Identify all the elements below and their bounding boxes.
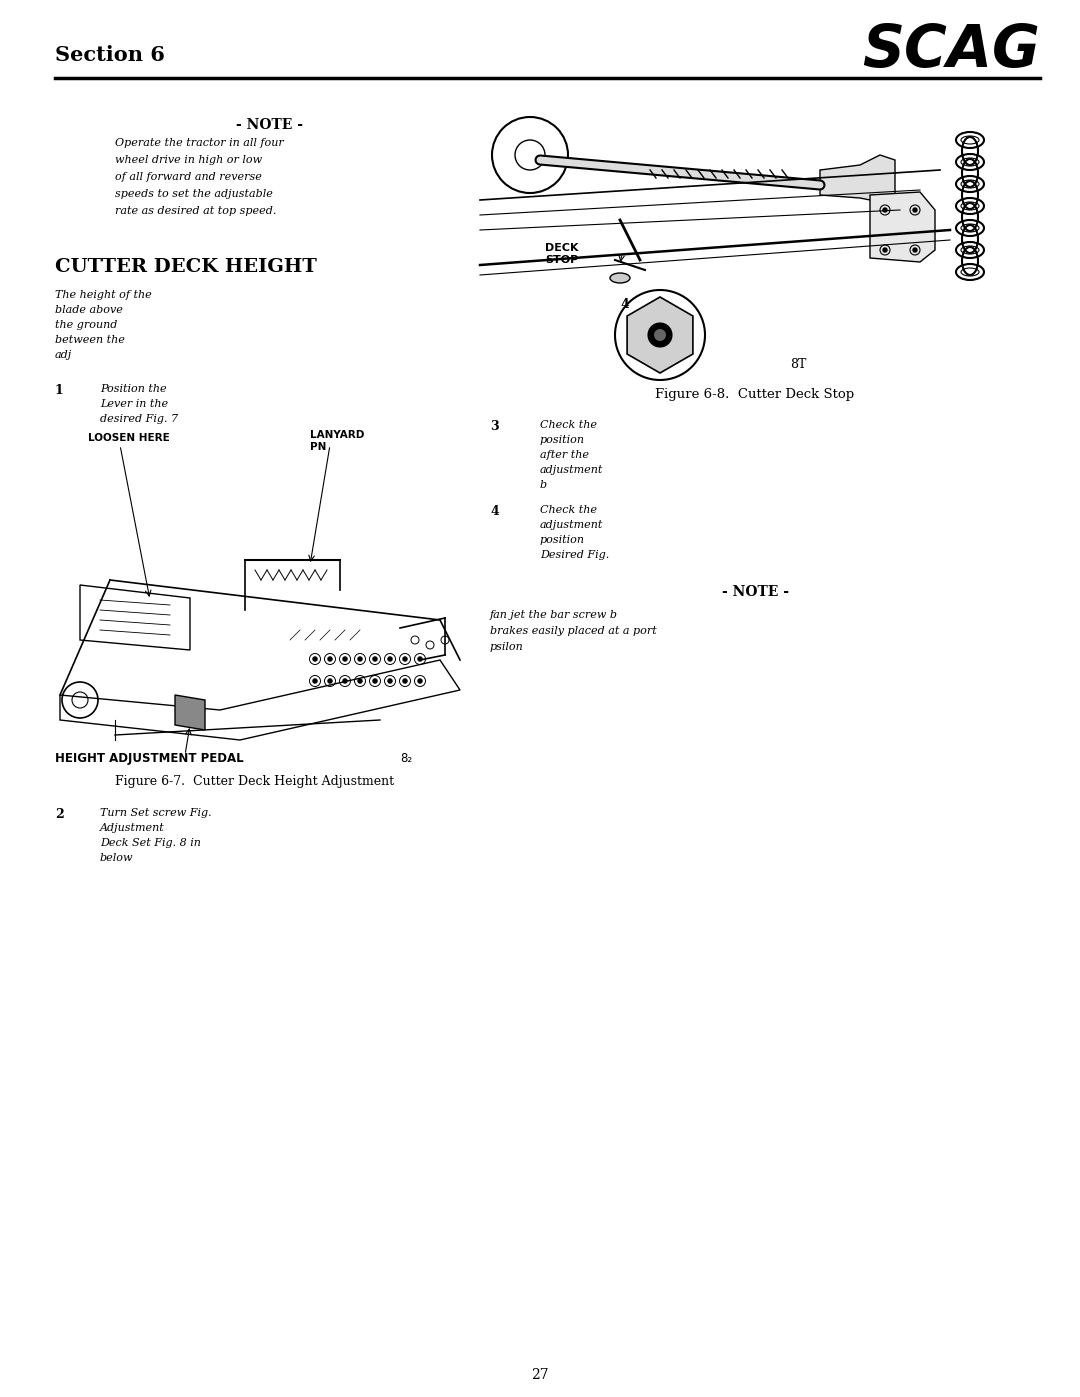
Circle shape bbox=[312, 657, 318, 662]
Text: the ground: the ground bbox=[55, 320, 118, 330]
Text: HEIGHT ADJUSTMENT PEDAL: HEIGHT ADJUSTMENT PEDAL bbox=[55, 752, 244, 766]
Ellipse shape bbox=[610, 272, 630, 284]
Text: blade above: blade above bbox=[55, 305, 123, 314]
Text: - NOTE -: - NOTE - bbox=[721, 585, 788, 599]
Text: SCAG: SCAG bbox=[862, 21, 1040, 78]
Text: Figure 6-7.  Cutter Deck Height Adjustment: Figure 6-7. Cutter Deck Height Adjustmen… bbox=[116, 775, 394, 788]
Polygon shape bbox=[175, 694, 205, 731]
Circle shape bbox=[883, 249, 887, 251]
Text: adjustment: adjustment bbox=[540, 465, 604, 475]
Polygon shape bbox=[870, 191, 935, 263]
Text: Desired Fig.: Desired Fig. bbox=[540, 550, 609, 560]
Polygon shape bbox=[80, 585, 190, 650]
Circle shape bbox=[327, 679, 333, 683]
Text: desired Fig. 7: desired Fig. 7 bbox=[100, 414, 178, 425]
Polygon shape bbox=[627, 298, 693, 373]
Text: rate as desired at top speed.: rate as desired at top speed. bbox=[114, 205, 276, 217]
Text: psilon: psilon bbox=[490, 643, 524, 652]
Text: wheel drive in high or low: wheel drive in high or low bbox=[114, 155, 262, 165]
Circle shape bbox=[357, 679, 363, 683]
Circle shape bbox=[327, 657, 333, 662]
Text: 3: 3 bbox=[490, 420, 499, 433]
Text: 8Т: 8Т bbox=[789, 358, 807, 372]
Polygon shape bbox=[820, 155, 895, 203]
Text: Section 6: Section 6 bbox=[55, 45, 165, 66]
Text: The height of the: The height of the bbox=[55, 291, 152, 300]
Text: 1: 1 bbox=[55, 384, 64, 397]
Text: LOOSEN HERE: LOOSEN HERE bbox=[87, 433, 170, 443]
Circle shape bbox=[418, 679, 422, 683]
Text: Deck Set Fig. 8 in: Deck Set Fig. 8 in bbox=[100, 838, 201, 848]
Text: CUTTER DECK HEIGHT: CUTTER DECK HEIGHT bbox=[55, 258, 316, 277]
Circle shape bbox=[388, 657, 392, 662]
Circle shape bbox=[403, 657, 407, 662]
Text: Figure 6-8.  Cutter Deck Stop: Figure 6-8. Cutter Deck Stop bbox=[656, 388, 854, 401]
Text: Position the: Position the bbox=[100, 384, 166, 394]
Text: below: below bbox=[100, 854, 134, 863]
Circle shape bbox=[654, 330, 666, 341]
Text: of all forward and reverse: of all forward and reverse bbox=[114, 172, 261, 182]
Text: Turn Set screw Fig.: Turn Set screw Fig. bbox=[100, 807, 212, 819]
Circle shape bbox=[648, 323, 672, 346]
Text: adjustment: adjustment bbox=[540, 520, 604, 529]
Circle shape bbox=[388, 679, 392, 683]
Text: DECK
STOP: DECK STOP bbox=[545, 243, 579, 264]
Text: 4: 4 bbox=[621, 298, 630, 312]
Text: brakes easily placed at a port: brakes easily placed at a port bbox=[490, 626, 657, 636]
Text: Adjustment: Adjustment bbox=[100, 823, 165, 833]
Text: between the: between the bbox=[55, 335, 125, 345]
Circle shape bbox=[357, 657, 363, 662]
Circle shape bbox=[312, 679, 318, 683]
Text: Lever in the: Lever in the bbox=[100, 400, 168, 409]
Text: position: position bbox=[540, 535, 585, 545]
Circle shape bbox=[913, 249, 917, 251]
Text: 8₂: 8₂ bbox=[400, 752, 413, 766]
Text: adj: adj bbox=[55, 351, 72, 360]
Circle shape bbox=[342, 657, 348, 662]
Text: after the: after the bbox=[540, 450, 589, 460]
Circle shape bbox=[373, 679, 378, 683]
Circle shape bbox=[373, 657, 378, 662]
Text: b: b bbox=[540, 481, 548, 490]
Text: position: position bbox=[540, 434, 585, 446]
Text: fan jet the bar screw b: fan jet the bar screw b bbox=[490, 610, 618, 620]
Text: - NOTE -: - NOTE - bbox=[237, 117, 303, 131]
Text: 27: 27 bbox=[531, 1368, 549, 1382]
Text: speeds to set the adjustable: speeds to set the adjustable bbox=[114, 189, 273, 198]
Text: Check the: Check the bbox=[540, 504, 597, 515]
Text: 4: 4 bbox=[490, 504, 499, 518]
Text: Operate the tractor in all four: Operate the tractor in all four bbox=[114, 138, 284, 148]
Text: 2: 2 bbox=[55, 807, 64, 821]
Circle shape bbox=[403, 679, 407, 683]
Circle shape bbox=[913, 208, 917, 212]
Circle shape bbox=[883, 208, 887, 212]
Text: LANYARD
PN: LANYARD PN bbox=[310, 430, 364, 451]
Circle shape bbox=[418, 657, 422, 662]
Text: Check the: Check the bbox=[540, 420, 597, 430]
Circle shape bbox=[342, 679, 348, 683]
